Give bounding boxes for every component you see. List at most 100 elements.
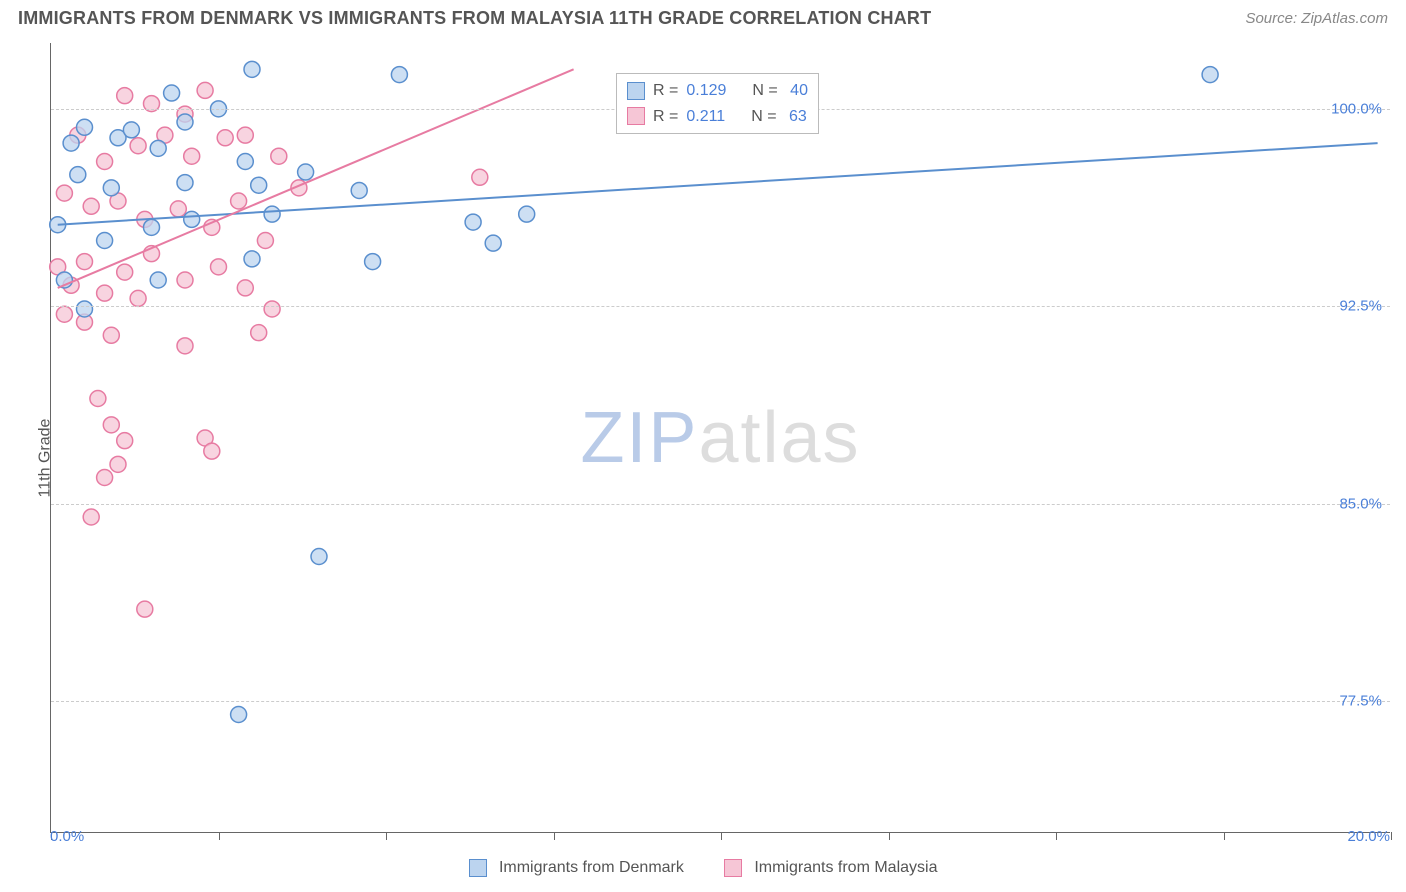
data-point [90, 391, 106, 407]
legend-bottom: Immigrants from Denmark Immigrants from … [0, 859, 1406, 877]
data-point [117, 433, 133, 449]
legend-swatch-denmark [469, 859, 487, 877]
data-point [251, 177, 267, 193]
n-label: N = [751, 104, 776, 130]
x-tick [1056, 832, 1057, 840]
trend-line [58, 69, 574, 288]
y-tick-label: 77.5% [1339, 693, 1382, 710]
y-tick-label: 100.0% [1331, 100, 1382, 117]
data-point [264, 301, 280, 317]
data-point [177, 114, 193, 130]
data-point [237, 127, 253, 143]
data-point [231, 193, 247, 209]
data-point [56, 306, 72, 322]
gridline [51, 504, 1390, 505]
data-point [217, 130, 233, 146]
data-point [231, 707, 247, 723]
data-point [257, 233, 273, 249]
data-point [103, 180, 119, 196]
stats-legend-box: R = 0.129 N = 40 R = 0.211 N = 63 [616, 73, 819, 134]
source-label: Source: ZipAtlas.com [1245, 10, 1388, 27]
data-point [351, 182, 367, 198]
data-point [311, 549, 327, 565]
data-point [237, 280, 253, 296]
x-tick [889, 832, 890, 840]
data-point [465, 214, 481, 230]
plot-svg [51, 43, 1390, 832]
stats-swatch [627, 107, 645, 125]
data-point [1202, 67, 1218, 83]
data-point [83, 509, 99, 525]
y-tick-label: 92.5% [1339, 298, 1382, 315]
data-point [391, 67, 407, 83]
r-label: R = [653, 78, 678, 104]
data-point [97, 233, 113, 249]
legend-label-denmark: Immigrants from Denmark [499, 859, 684, 876]
data-point [184, 148, 200, 164]
data-point [365, 254, 381, 270]
data-point [117, 88, 133, 104]
data-point [472, 169, 488, 185]
x-tick [554, 832, 555, 840]
data-point [77, 119, 93, 135]
data-point [97, 470, 113, 486]
data-point [204, 443, 220, 459]
data-point [211, 259, 227, 275]
data-point [244, 61, 260, 77]
data-point [251, 325, 267, 341]
data-point [237, 154, 253, 170]
data-point [123, 122, 139, 138]
data-point [184, 211, 200, 227]
data-point [150, 272, 166, 288]
header: IMMIGRANTS FROM DENMARK VS IMMIGRANTS FR… [0, 0, 1406, 33]
x-tick [386, 832, 387, 840]
stats-swatch [627, 82, 645, 100]
plot-region: ZIPatlas 77.5%85.0%92.5%100.0%R =0.129N … [50, 43, 1390, 833]
data-point [298, 164, 314, 180]
r-value: 0.129 [686, 78, 726, 104]
data-point [177, 175, 193, 191]
chart-area: 11th Grade ZIPatlas 77.5%85.0%92.5%100.0… [0, 33, 1406, 883]
data-point [56, 185, 72, 201]
n-value: 40 [786, 78, 808, 104]
data-point [170, 201, 186, 217]
stats-legend-row: R = 0.129 N = 40 [627, 78, 808, 104]
data-point [164, 85, 180, 101]
data-point [271, 148, 287, 164]
x-end-label: 20.0% [1347, 828, 1390, 845]
legend-item-denmark: Immigrants from Denmark [469, 859, 684, 877]
legend-item-malaysia: Immigrants from Malaysia [724, 859, 938, 877]
gridline [51, 306, 1390, 307]
data-point [83, 198, 99, 214]
data-point [519, 206, 535, 222]
r-value: 0.211 [686, 104, 725, 130]
y-tick-label: 85.0% [1339, 495, 1382, 512]
legend-swatch-malaysia [724, 859, 742, 877]
data-point [485, 235, 501, 251]
n-value: 63 [785, 104, 807, 130]
x-tick [721, 832, 722, 840]
data-point [137, 601, 153, 617]
data-point [110, 456, 126, 472]
x-tick [1224, 832, 1225, 840]
chart-title: IMMIGRANTS FROM DENMARK VS IMMIGRANTS FR… [18, 8, 931, 29]
data-point [77, 254, 93, 270]
data-point [197, 82, 213, 98]
x-tick [1391, 832, 1392, 840]
data-point [70, 167, 86, 183]
data-point [97, 154, 113, 170]
data-point [117, 264, 133, 280]
data-point [103, 327, 119, 343]
n-label: N = [752, 78, 777, 104]
data-point [144, 219, 160, 235]
data-point [130, 290, 146, 306]
legend-label-malaysia: Immigrants from Malaysia [754, 859, 937, 876]
r-label: R = [653, 104, 678, 130]
data-point [177, 338, 193, 354]
data-point [244, 251, 260, 267]
x-tick [219, 832, 220, 840]
data-point [77, 301, 93, 317]
data-point [150, 140, 166, 156]
data-point [97, 285, 113, 301]
data-point [63, 135, 79, 151]
